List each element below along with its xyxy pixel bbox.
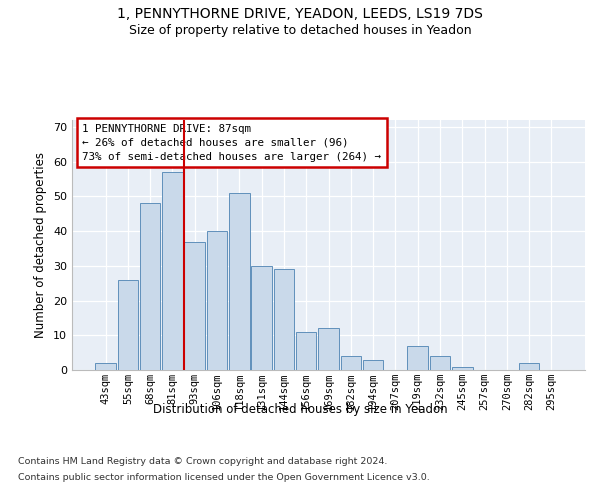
Bar bbox=[452, 366, 473, 370]
Text: Size of property relative to detached houses in Yeadon: Size of property relative to detached ho… bbox=[128, 24, 472, 37]
Text: 1 PENNYTHORNE DRIVE: 87sqm
← 26% of detached houses are smaller (96)
73% of semi: 1 PENNYTHORNE DRIVE: 87sqm ← 26% of deta… bbox=[82, 124, 381, 162]
Bar bbox=[318, 328, 339, 370]
Bar bbox=[162, 172, 183, 370]
Bar bbox=[207, 231, 227, 370]
Text: Distribution of detached houses by size in Yeadon: Distribution of detached houses by size … bbox=[152, 402, 448, 415]
Bar bbox=[363, 360, 383, 370]
Bar bbox=[407, 346, 428, 370]
Bar bbox=[274, 270, 294, 370]
Text: Contains HM Land Registry data © Crown copyright and database right 2024.: Contains HM Land Registry data © Crown c… bbox=[18, 458, 388, 466]
Bar bbox=[140, 204, 160, 370]
Bar bbox=[296, 332, 316, 370]
Bar bbox=[118, 280, 138, 370]
Bar bbox=[251, 266, 272, 370]
Bar bbox=[184, 242, 205, 370]
Bar bbox=[519, 363, 539, 370]
Bar bbox=[229, 193, 250, 370]
Y-axis label: Number of detached properties: Number of detached properties bbox=[34, 152, 47, 338]
Text: 1, PENNYTHORNE DRIVE, YEADON, LEEDS, LS19 7DS: 1, PENNYTHORNE DRIVE, YEADON, LEEDS, LS1… bbox=[117, 8, 483, 22]
Bar bbox=[430, 356, 450, 370]
Bar bbox=[341, 356, 361, 370]
Bar bbox=[95, 363, 116, 370]
Text: Contains public sector information licensed under the Open Government Licence v3: Contains public sector information licen… bbox=[18, 472, 430, 482]
